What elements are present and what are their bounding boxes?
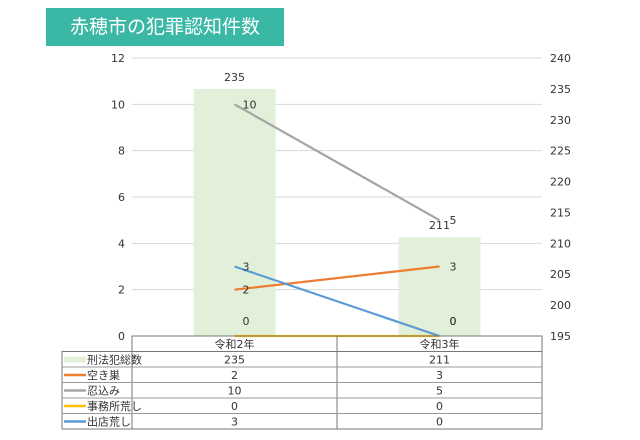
line-data-label: 3 xyxy=(450,261,457,274)
right-tick-label: 230 xyxy=(550,114,571,127)
right-tick-label: 235 xyxy=(550,83,571,96)
line-data-label: 5 xyxy=(450,214,457,227)
table-cell: 235 xyxy=(224,354,245,367)
left-tick-label: 10 xyxy=(111,98,125,111)
line-data-label: 3 xyxy=(243,261,250,274)
line-data-label: 0 xyxy=(450,315,457,328)
bar xyxy=(193,88,276,336)
table-cell: 0 xyxy=(436,400,443,413)
series-line xyxy=(234,265,440,338)
line-data-label: 0 xyxy=(243,315,250,328)
line-data-label: 2 xyxy=(243,284,250,297)
chart-title: 赤穂市の犯罪認知件数 xyxy=(46,8,284,46)
right-tick-label: 200 xyxy=(550,299,571,312)
left-tick-label: 12 xyxy=(111,52,125,65)
right-tick-label: 215 xyxy=(550,206,571,219)
right-tick-label: 225 xyxy=(550,145,571,158)
table-cell: 0 xyxy=(436,416,443,429)
left-tick-label: 8 xyxy=(118,145,125,158)
series-line xyxy=(234,265,440,291)
left-tick-label: 4 xyxy=(118,237,125,250)
right-tick-label: 195 xyxy=(550,330,571,343)
bar-data-label: 235 xyxy=(224,71,245,84)
table-cell: 2 xyxy=(231,369,238,382)
line-data-label: 0 xyxy=(450,315,457,328)
bar-data-label: 211 xyxy=(429,219,450,232)
series-line xyxy=(233,103,441,222)
table-cell: 211 xyxy=(429,354,450,367)
data-table xyxy=(61,351,543,430)
table-cell: 10 xyxy=(228,385,242,398)
right-tick-label: 240 xyxy=(550,52,571,65)
legend-label: 事務所荒し xyxy=(87,399,142,413)
line-data-label: 10 xyxy=(243,98,257,111)
left-tick-label: 2 xyxy=(118,284,125,297)
bar xyxy=(398,237,481,336)
left-tick-label: 0 xyxy=(118,330,125,343)
right-tick-label: 220 xyxy=(550,176,571,189)
legend-label: 刑法犯総数 xyxy=(87,353,142,367)
right-tick-label: 205 xyxy=(550,268,571,281)
legend-label: 出店荒し xyxy=(87,415,131,429)
table-cell: 5 xyxy=(436,385,443,398)
left-tick-label: 6 xyxy=(118,191,125,204)
table-cell: 0 xyxy=(231,400,238,413)
legend-label: 忍込み xyxy=(87,385,120,398)
legend-key xyxy=(64,356,86,363)
table-cell: 3 xyxy=(231,416,238,429)
category-label: 令和2年 xyxy=(215,337,255,351)
table-cell: 3 xyxy=(436,369,443,382)
legend-label: 空き巣 xyxy=(87,368,120,382)
category-label: 令和3年 xyxy=(420,337,460,351)
right-tick-label: 210 xyxy=(550,237,571,250)
